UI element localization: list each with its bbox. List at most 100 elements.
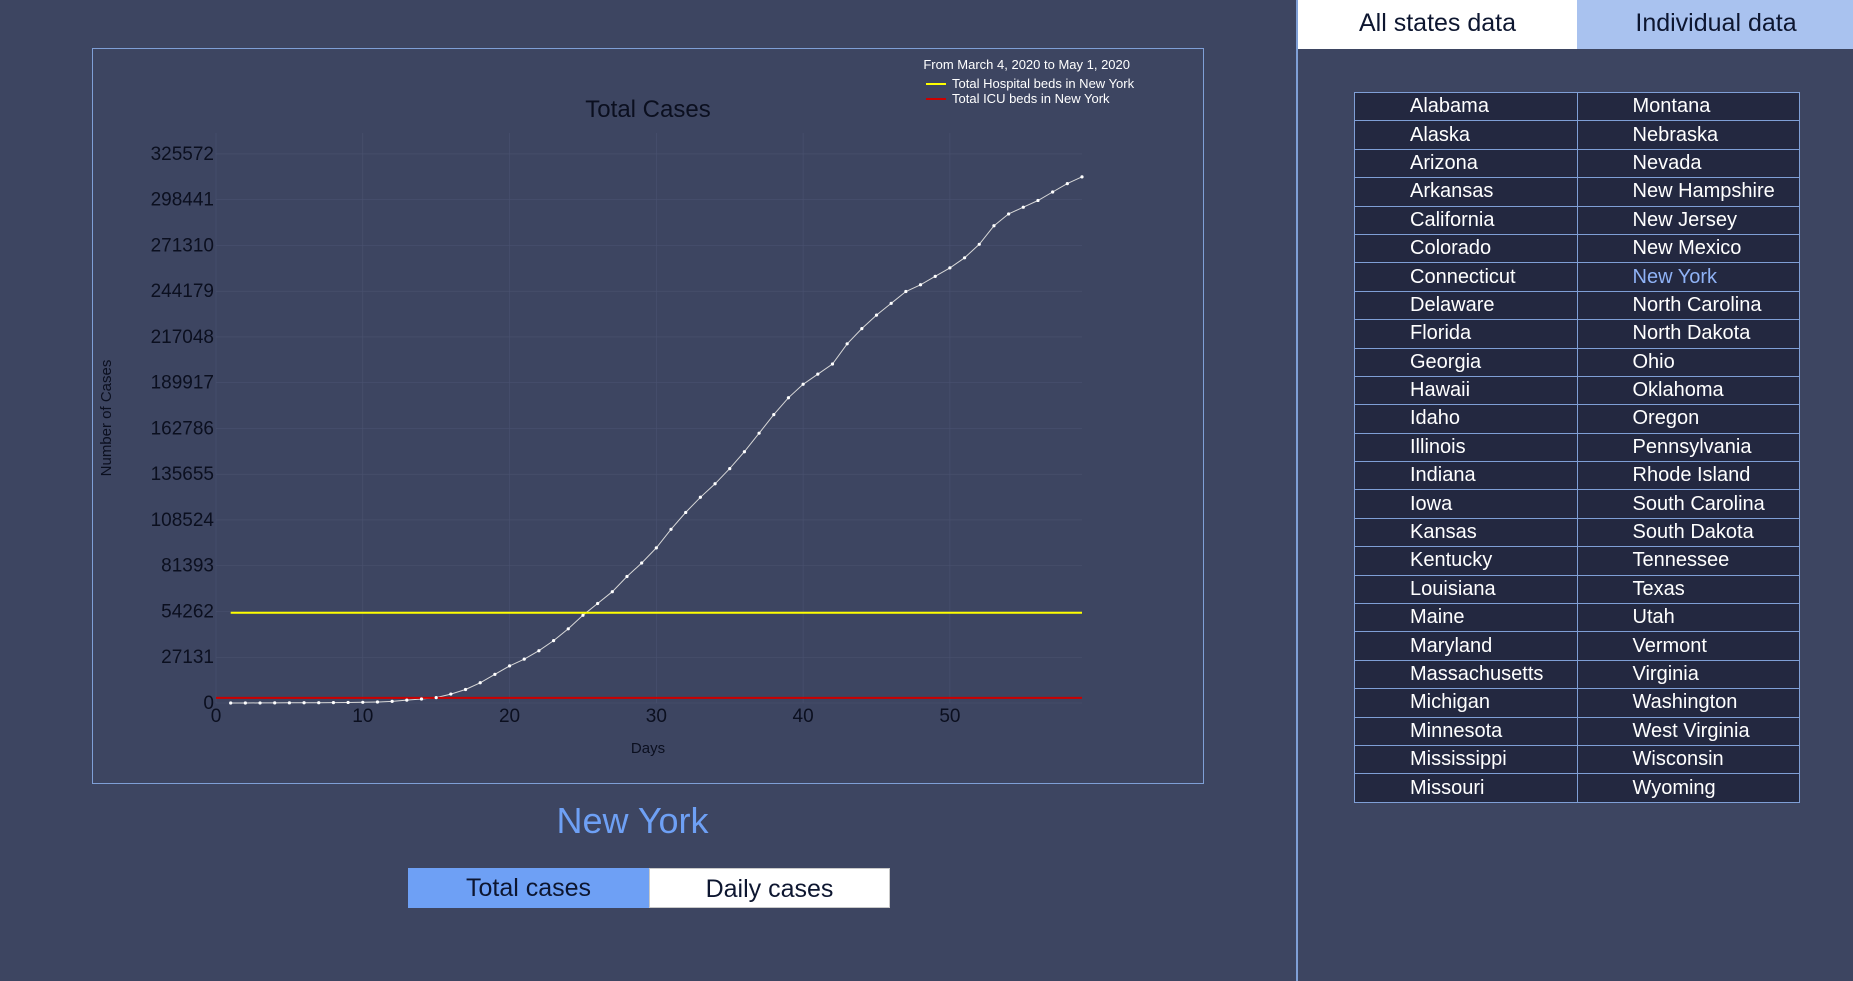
state-cell[interactable]: Pennsylvania [1577,433,1800,461]
tab-all-states-data[interactable]: All states data [1298,0,1577,49]
data-point [435,696,438,699]
state-cell[interactable]: Texas [1577,575,1800,603]
daily-cases-button[interactable]: Daily cases [649,868,890,908]
data-point [332,701,335,704]
state-cell[interactable]: Indiana [1355,462,1578,490]
state-cell[interactable]: Florida [1355,320,1578,348]
state-cell[interactable]: Tennessee [1577,547,1800,575]
state-cell[interactable]: South Carolina [1577,490,1800,518]
state-cell[interactable]: Maine [1355,604,1578,632]
data-point [1007,212,1010,215]
tab-individual-data[interactable]: Individual data [1577,0,1853,49]
state-cell[interactable]: New Mexico [1577,234,1800,262]
right-panel: All states data Individual data Alabama M… [1296,0,1853,981]
table-row: Iowa South Carolina [1355,490,1800,518]
data-point [1066,182,1069,185]
y-tick-label: 81393 [161,556,214,577]
x-tick-label: 10 [352,706,373,727]
table-row: Maine Utah [1355,604,1800,632]
data-point [567,627,570,630]
state-cell[interactable]: Vermont [1577,632,1800,660]
state-cell[interactable]: Wyoming [1577,774,1800,802]
state-cell[interactable]: Missouri [1355,774,1578,802]
state-cell[interactable]: Utah [1577,604,1800,632]
data-point [317,701,320,704]
legend-label: Total ICU beds in New York [952,91,1110,106]
state-cell[interactable]: Georgia [1355,348,1578,376]
state-cell[interactable]: Wisconsin [1577,745,1800,773]
state-cell[interactable]: Minnesota [1355,717,1578,745]
table-row: Connecticut New York [1355,263,1800,291]
data-point [684,511,687,514]
data-point [934,275,937,278]
y-tick-label: 325572 [151,144,214,165]
data-point [229,701,232,704]
state-cell[interactable]: West Virginia [1577,717,1800,745]
table-row: Indiana Rhode Island [1355,462,1800,490]
legend-label: Total Hospital beds in New York [952,76,1135,91]
state-cell[interactable]: Oklahoma [1577,376,1800,404]
state-cell[interactable]: Delaware [1355,291,1578,319]
table-row: Michigan Washington [1355,689,1800,717]
data-point [464,688,467,691]
data-point [1051,190,1054,193]
table-row: Maryland Vermont [1355,632,1800,660]
chart-panel: 0 27131 54262 81393 108524 135655 162786 189917… [92,48,1204,784]
state-cell[interactable]: Colorado [1355,234,1578,262]
state-cell[interactable]: Kentucky [1355,547,1578,575]
state-cell[interactable]: New Hampshire [1577,178,1800,206]
y-tick-label: 244179 [151,281,214,302]
x-tick-label: 20 [499,706,520,727]
total-cases-button[interactable]: Total cases [408,868,649,908]
state-cell[interactable]: Kansas [1355,518,1578,546]
state-cell[interactable]: Virginia [1577,660,1800,688]
table-row: Arizona Nevada [1355,149,1800,177]
table-row: Georgia Ohio [1355,348,1800,376]
table-row: Colorado New Mexico [1355,234,1800,262]
table-row: Alabama Montana [1355,93,1800,121]
table-row: Kentucky Tennessee [1355,547,1800,575]
state-cell[interactable]: South Dakota [1577,518,1800,546]
state-cell[interactable]: Idaho [1355,405,1578,433]
data-point [963,256,966,259]
data-point [860,327,863,330]
state-cell[interactable]: Massachusetts [1355,660,1578,688]
y-axis-label: Number of Cases [98,360,115,477]
state-cell[interactable]: Nevada [1577,149,1800,177]
state-cell[interactable]: Mississippi [1355,745,1578,773]
table-row: Idaho Oregon [1355,405,1800,433]
state-cell[interactable]: Alabama [1355,93,1578,121]
state-cell[interactable]: Ohio [1577,348,1800,376]
state-cell[interactable]: New York [1577,263,1800,291]
state-cell[interactable]: Hawaii [1355,376,1578,404]
state-cell[interactable]: North Dakota [1577,320,1800,348]
data-point [669,528,672,531]
state-cell[interactable]: Alaska [1355,121,1578,149]
y-tick-label: 217048 [151,327,214,348]
state-cell[interactable]: California [1355,206,1578,234]
state-cell[interactable]: Oregon [1577,405,1800,433]
state-cell[interactable]: Iowa [1355,490,1578,518]
table-row: Minnesota West Virginia [1355,717,1800,745]
state-cell[interactable]: Montana [1577,93,1800,121]
data-point [596,602,599,605]
state-cell[interactable]: Washington [1577,689,1800,717]
state-cell[interactable]: New Jersey [1577,206,1800,234]
state-cell[interactable]: Rhode Island [1577,462,1800,490]
state-cell[interactable]: Maryland [1355,632,1578,660]
state-cell[interactable]: North Carolina [1577,291,1800,319]
state-cell[interactable]: Arkansas [1355,178,1578,206]
state-cell[interactable]: Louisiana [1355,575,1578,603]
data-point [552,639,555,642]
x-tick-label: 40 [793,706,814,727]
data-point [479,681,482,684]
state-cell[interactable]: Illinois [1355,433,1578,461]
y-tick-label: 271310 [151,235,214,256]
data-point [391,700,394,703]
state-cell[interactable]: Michigan [1355,689,1578,717]
state-cell[interactable]: Nebraska [1577,121,1800,149]
state-cell[interactable]: Arizona [1355,149,1578,177]
data-point [831,362,834,365]
state-cell[interactable]: Connecticut [1355,263,1578,291]
data-point [816,373,819,376]
